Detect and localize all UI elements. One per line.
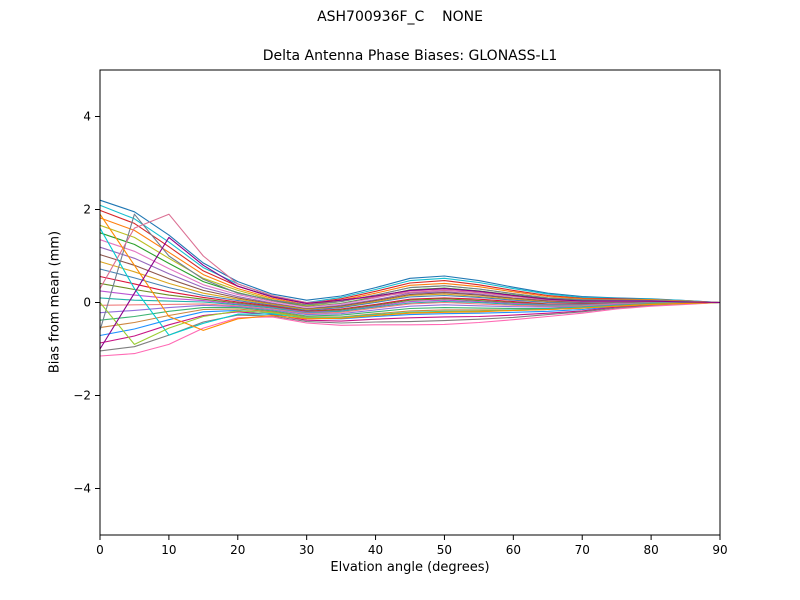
data-series-line bbox=[99, 213, 721, 331]
y-tick-label: 4 bbox=[83, 110, 91, 124]
x-tick-label: 50 bbox=[437, 543, 452, 557]
x-tick-label: 40 bbox=[368, 543, 383, 557]
y-tick-label: 0 bbox=[83, 296, 91, 310]
x-tick-label: 90 bbox=[712, 543, 727, 557]
figure-title: ASH700936F_C NONE bbox=[317, 9, 483, 25]
y-tick-label: −4 bbox=[73, 482, 91, 496]
y-axis-label: Bias from mean (mm) bbox=[47, 230, 63, 374]
x-tick-label: 70 bbox=[575, 543, 590, 557]
data-series-line bbox=[99, 213, 721, 331]
x-tick-label: 60 bbox=[506, 543, 521, 557]
x-axis-label: Elvation angle (degrees) bbox=[330, 560, 490, 575]
x-tick-label: 20 bbox=[230, 543, 245, 557]
data-series-line bbox=[99, 236, 721, 350]
y-tick-label: 2 bbox=[83, 203, 91, 217]
y-tick-label: −2 bbox=[73, 389, 91, 403]
data-series-line bbox=[99, 301, 721, 352]
data-series-line bbox=[99, 301, 721, 357]
data-series-line bbox=[99, 301, 721, 316]
data-series-line bbox=[99, 213, 721, 304]
axes-title: Delta Antenna Phase Biases: GLONASS-L1 bbox=[262, 48, 558, 64]
data-series-line bbox=[99, 209, 721, 304]
x-tick-label: 0 bbox=[96, 543, 104, 557]
x-tick-label: 30 bbox=[299, 543, 314, 557]
x-tick-label: 80 bbox=[643, 543, 658, 557]
x-tick-label: 10 bbox=[161, 543, 176, 557]
data-series-line bbox=[99, 301, 721, 344]
